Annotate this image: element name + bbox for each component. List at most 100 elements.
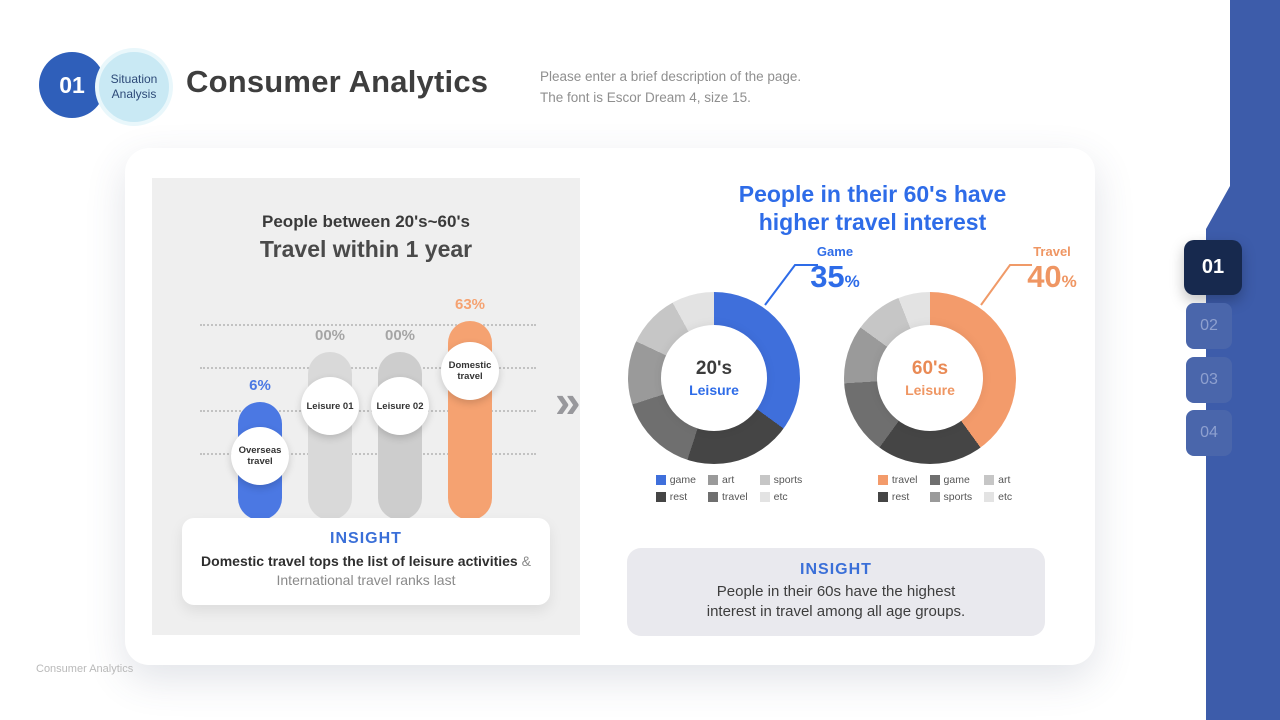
gridline <box>200 453 536 455</box>
legend-item: art <box>984 474 1012 486</box>
legend-swatch <box>984 475 995 485</box>
donut-60s-highlight: Travel 40% <box>1010 244 1094 295</box>
bar-category-badge: Overseas travel <box>231 427 289 485</box>
legend-item: travel <box>707 491 748 503</box>
legend-label: art <box>721 474 735 486</box>
legend-label: game <box>943 474 970 486</box>
legend-label: sports <box>943 491 973 503</box>
donut-60s-highlight-label: Travel <box>1033 244 1071 259</box>
donut-chart-60s: 60's Leisure <box>844 292 1016 464</box>
legend-label: travel <box>721 491 748 503</box>
legend-swatch <box>929 475 940 485</box>
legend-item: game <box>929 474 973 486</box>
legend-swatch <box>759 475 770 485</box>
left-insight-text-bold: Domestic travel tops the list of leisure… <box>201 553 518 569</box>
donut-20s-legend: game art sports rest travel etc <box>641 474 817 503</box>
donut-20s-age: 20's <box>695 358 733 379</box>
legend-swatch <box>655 492 666 502</box>
donut-20s-category: Leisure <box>689 382 739 398</box>
right-insight-title: INSIGHT <box>800 561 872 578</box>
donut-20s-highlight-label: Game <box>816 244 854 259</box>
sidebar-tab-02[interactable]: 02 <box>1186 303 1232 349</box>
sidebar-band <box>1206 0 1280 720</box>
left-insight-title: INSIGHT <box>330 530 402 547</box>
legend-swatch <box>707 475 718 485</box>
highlight-value: 40 <box>1027 259 1062 294</box>
bar-chart-title: Travel within 1 year <box>259 236 473 262</box>
left-insight-text-normal: & International travel ranks last <box>276 553 531 588</box>
legend-label: sports <box>773 474 803 486</box>
legend-label: rest <box>891 491 910 503</box>
legend-item: sports <box>759 474 803 486</box>
gridline <box>200 367 536 369</box>
legend-swatch <box>707 492 718 502</box>
page-description-line1: Please enter a brief description of the … <box>540 69 802 84</box>
bar-chart-subtitle: People between 20's~60's <box>262 212 470 231</box>
sidebar-band-shape <box>1206 0 1280 720</box>
donut-60s-highlight-value: 40% <box>1010 259 1094 295</box>
page-description: Please enter a brief description of the … <box>540 66 801 108</box>
content-card: People between 20's~60's Travel within 1… <box>125 148 1095 665</box>
donut-60s-category: Leisure <box>905 382 955 398</box>
bar-column: 00% Leisure 02 <box>365 296 435 520</box>
legend-label: etc <box>998 491 1013 503</box>
bar-category-badge: Leisure 02 <box>371 377 429 435</box>
legend-item: etc <box>984 491 1012 503</box>
section-number: 01 <box>59 71 85 98</box>
section-label-line2: Analysis <box>111 87 157 101</box>
bar-column: 00% Leisure 01 <box>295 296 365 520</box>
legend-item: rest <box>877 491 918 503</box>
donut-20s-highlight: Game 35% <box>793 244 877 295</box>
highlight-unit: % <box>844 272 860 291</box>
left-insight-box: INSIGHT Domestic travel tops the list of… <box>182 518 550 605</box>
donut-20s-highlight-value: 35% <box>793 259 877 295</box>
donut-60s-center-label: 60's Leisure <box>877 325 983 431</box>
sidebar-tab-01[interactable]: 01 <box>1184 240 1242 295</box>
sidebar-tab-03[interactable]: 03 <box>1186 357 1232 403</box>
right-insight-text: People in their 60s have the highest int… <box>627 582 1045 622</box>
right-panel-title: People in their 60's have higher travel … <box>660 180 1085 236</box>
bar-column: 63% Domestic travel <box>435 296 505 520</box>
highlight-unit: % <box>1061 272 1077 291</box>
bar-chart-panel: People between 20's~60's Travel within 1… <box>152 178 580 635</box>
right-panel-title-line2: higher travel interest <box>758 209 987 235</box>
donut-chart-20s: 20's Leisure <box>628 292 800 464</box>
bar-value-label: 00% <box>314 327 346 344</box>
legend-item: sports <box>929 491 973 503</box>
section-number-badge: 01 <box>39 52 105 118</box>
right-insight-box: INSIGHT People in their 60s have the hig… <box>627 548 1045 636</box>
legend-label: etc <box>773 491 788 503</box>
legend-swatch <box>655 475 666 485</box>
sidebar-tab-04[interactable]: 04 <box>1186 410 1232 456</box>
legend-item: game <box>655 474 696 486</box>
bar-category-badge: Leisure 01 <box>301 377 359 435</box>
gridline <box>200 410 536 412</box>
legend-swatch <box>877 475 888 485</box>
legend-swatch <box>759 492 770 502</box>
donut-60s-age: 60's <box>911 358 949 379</box>
legend-label: art <box>998 474 1011 486</box>
double-chevron-icon: » <box>555 375 581 427</box>
legend-swatch <box>984 492 995 502</box>
bar-value-label: 00% <box>384 327 416 344</box>
left-insight-text: Domestic travel tops the list of leisure… <box>196 552 536 590</box>
page-title: Consumer Analytics <box>186 64 489 99</box>
legend-item: rest <box>655 491 696 503</box>
right-panel-title-line1: People in their 60's have <box>738 181 1007 207</box>
gridline <box>200 324 536 326</box>
legend-swatch <box>877 492 888 502</box>
section-label-badge: Situation Analysis <box>95 48 173 126</box>
legend-swatch <box>929 492 940 502</box>
legend-label: travel <box>891 474 918 486</box>
legend-item: etc <box>759 491 803 503</box>
bar-category-badge: Domestic travel <box>441 342 499 400</box>
legend-item: travel <box>877 474 918 486</box>
bar-value-label: 6% <box>249 377 271 394</box>
page-description-line2: The font is Escor Dream 4, size 15. <box>540 90 751 105</box>
legend-item: art <box>707 474 748 486</box>
legend-label: rest <box>669 491 688 503</box>
right-insight-text-line2: interest in travel among all age groups. <box>706 603 966 620</box>
donut-20s-center-label: 20's Leisure <box>661 325 767 431</box>
footer-label: Consumer Analytics <box>36 663 134 675</box>
bar-column: 6% Overseas travel <box>225 296 295 520</box>
